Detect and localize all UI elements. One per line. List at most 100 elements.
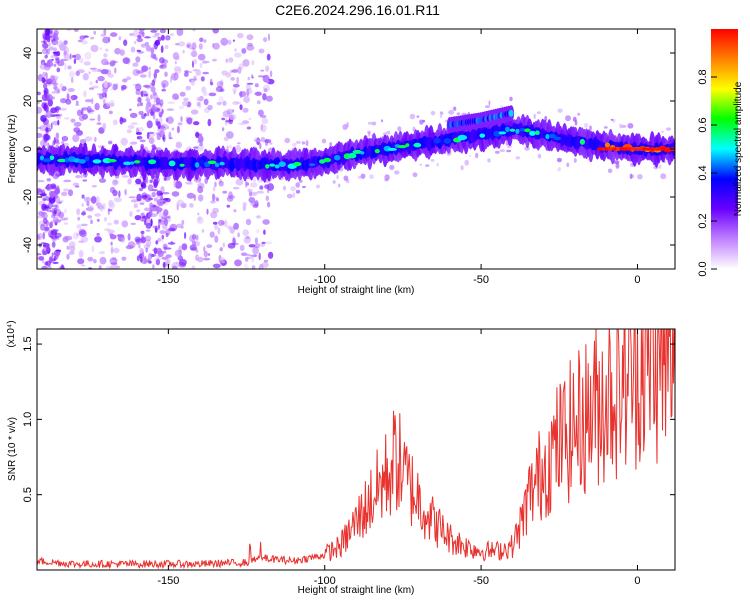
heatmap-peak-cell	[548, 133, 556, 139]
heatmap-noise-cell	[138, 244, 141, 249]
heatmap-noise-cell	[254, 139, 262, 142]
heatmap-noise-cell	[247, 76, 251, 81]
heatmap-noise-cell	[243, 263, 249, 269]
heatmap-peak-cell	[535, 130, 540, 135]
heatmap-noise-cell	[192, 240, 196, 246]
heatmap-noise-cell	[204, 107, 210, 114]
heatmap-noise-cell	[196, 144, 204, 152]
heatmap-noise-cell	[255, 228, 260, 234]
heatmap-noise-cell	[90, 44, 99, 53]
heatmap-noise-cell	[154, 69, 160, 74]
heatmap-noise-cell	[248, 190, 252, 197]
heatmap-noise-cell	[147, 131, 155, 134]
heatmap-noise-cell	[124, 188, 127, 196]
y-tick-label: 20	[22, 95, 34, 107]
heatmap-noise-cell	[236, 101, 241, 105]
heatmap-peak-cell	[604, 142, 611, 148]
heatmap-noise-cell	[130, 46, 136, 53]
heatmap-noise-cell	[95, 196, 100, 204]
heatmap-peak-cell	[498, 131, 507, 135]
x-tick-label: -150	[157, 274, 179, 286]
heatmap-noise-cell	[121, 256, 127, 261]
heatmap-noise-cell	[134, 236, 142, 243]
heatmap-noise-cell	[41, 204, 45, 210]
snr-frame	[36, 328, 676, 571]
heatmap-noise-cell	[91, 97, 94, 105]
heatmap-noise-cell	[121, 84, 127, 90]
heatmap-noise-cell	[94, 236, 102, 243]
heatmap-noise-cell	[96, 122, 102, 125]
heatmap-noise-cell	[144, 36, 151, 39]
heatmap-noise-cell	[107, 36, 111, 43]
heatmap-noise-cell	[257, 75, 265, 78]
heatmap-noise-cell	[256, 100, 261, 105]
heatmap-noise-cell	[42, 211, 48, 220]
heatmap-noise-cell	[77, 39, 83, 43]
heatmap-noise-cell	[161, 234, 165, 240]
heatmap-peak-cell	[433, 137, 441, 144]
x-tick-label: -100	[314, 575, 336, 587]
heatmap-noise-cell	[198, 174, 202, 183]
heatmap-noise-cell	[82, 179, 88, 182]
heatmap-peak-cell	[78, 159, 86, 164]
heatmap-noise-cell	[189, 244, 197, 251]
heatmap-peak-cell	[49, 155, 55, 160]
heatmap-noise-cell	[138, 127, 144, 132]
heatmap-noise-cell	[259, 142, 262, 150]
heatmap-noise-cell	[37, 234, 41, 240]
heatmap-noise-cell	[256, 179, 263, 183]
heatmap-noise-cell	[47, 61, 54, 67]
heatmap-noise-cell	[153, 71, 157, 79]
heatmap-noise-cell	[104, 61, 110, 65]
heatmap-noise-cell	[266, 201, 271, 208]
heatmap-noise-cell	[139, 257, 143, 263]
heatmap-noise-cell	[222, 110, 231, 118]
heatmap-noise-cell	[58, 266, 66, 269]
heatmap-noise-cell	[150, 111, 155, 117]
heatmap-noise-cell	[160, 217, 168, 222]
heatmap-noise-cell	[76, 208, 81, 216]
heatmap-noise-cell	[242, 59, 250, 67]
heatmap-noise-cell	[130, 222, 137, 225]
heatmap-noise-cell	[243, 236, 251, 244]
heatmap-noise-cell	[190, 47, 195, 50]
heatmap-noise-cell	[60, 264, 65, 269]
heatmap-noise-cell	[48, 46, 54, 51]
heatmap-noise-cell	[229, 226, 235, 234]
heatmap-noise-cell	[615, 162, 620, 169]
heatmap-noise-cell	[121, 220, 129, 228]
heatmap-noise-cell	[196, 254, 199, 260]
heatmap-peak-cell	[194, 162, 200, 168]
heatmap-noise-cell	[254, 91, 262, 96]
heatmap-noise-cell	[145, 229, 151, 232]
heatmap-noise-cell	[232, 39, 235, 42]
heatmap-noise-cell	[91, 85, 99, 89]
heatmap-noise-cell	[89, 118, 96, 121]
heatmap-noise-cell	[149, 179, 153, 184]
heatmap-noise-cell	[149, 202, 153, 209]
heatmap-noise-cell	[197, 53, 206, 61]
heatmap-noise-cell	[110, 246, 114, 254]
heatmap-noise-cell	[169, 33, 175, 36]
heatmap-noise-cell	[59, 218, 66, 221]
heatmap-noise-cell	[55, 138, 59, 144]
heatmap-noise-cell	[74, 53, 81, 61]
heatmap-noise-cell	[397, 126, 402, 132]
heatmap-noise-cell	[159, 230, 166, 235]
heatmap-noise-cell	[103, 216, 108, 222]
heatmap-noise-cell	[219, 178, 222, 184]
heatmap-noise-cell	[170, 241, 173, 245]
heatmap-ridge-cell	[508, 109, 514, 117]
heatmap-noise-cell	[207, 253, 211, 256]
heatmap-noise-cell	[159, 201, 163, 204]
heatmap-peak-cell	[457, 134, 468, 141]
heatmap-peak-cell	[505, 126, 510, 133]
heatmap-noise-cell	[84, 99, 93, 103]
heatmap-noise-cell	[267, 183, 274, 191]
heatmap-noise-cell	[86, 200, 90, 207]
heatmap-noise-cell	[214, 181, 217, 188]
heatmap-noise-cell	[658, 164, 662, 169]
heatmap-noise-cell	[265, 65, 270, 72]
heatmap-noise-cell	[64, 235, 73, 241]
colorbar-gradient	[711, 29, 738, 269]
